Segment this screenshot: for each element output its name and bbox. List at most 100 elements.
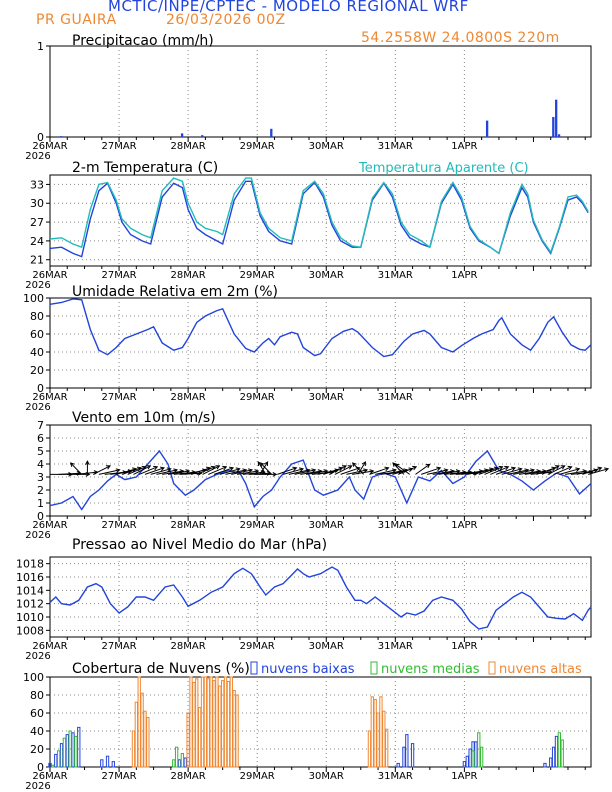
- y-tick-label: 7: [37, 419, 44, 432]
- cloud-bar-green: [557, 732, 561, 768]
- cloud-bar-green: [560, 739, 564, 768]
- panel-title: Pressao ao Nivel Medio do Mar (hPa): [72, 537, 327, 553]
- wind-arrow: [70, 462, 83, 475]
- x-tick-label: 31MAR: [378, 270, 413, 281]
- wind-arrow-head: [311, 468, 317, 473]
- wind-arrow: [300, 470, 322, 475]
- series-line: [49, 298, 592, 358]
- wind-arrow: [127, 466, 146, 475]
- wind-arrow-head: [517, 467, 523, 472]
- y-tick-label: 6: [37, 432, 44, 445]
- x-tick-label: 28MAR: [171, 270, 206, 281]
- y-tick-label: 40: [30, 346, 44, 359]
- cloud-bar-orange: [209, 676, 213, 768]
- wind-arrow-head: [215, 465, 221, 470]
- wind-arrow: [559, 468, 580, 475]
- panel-title: Precipitacao (mm/h): [72, 33, 214, 49]
- wind-arrow-head: [425, 463, 431, 469]
- cloud-bar-blue: [554, 735, 559, 768]
- cloud-bar-blue: [405, 734, 409, 768]
- x-tick-label: 29MAR: [240, 270, 275, 281]
- wind-arrow: [92, 465, 111, 475]
- wind-arrow: [375, 469, 396, 475]
- panel-title: Umidade Relativa em 2m (%): [72, 284, 278, 300]
- cloud-bar-orange: [146, 717, 150, 768]
- cloud-bar-green: [174, 746, 179, 768]
- wind-arrow-head: [160, 466, 165, 472]
- cloud-bar-orange: [212, 680, 216, 768]
- wind-arrow: [260, 462, 272, 475]
- y-tick-label: 1012: [16, 598, 44, 611]
- wind-arrow: [306, 470, 328, 475]
- cloud-bar-blue: [410, 743, 415, 768]
- wind-arrow: [501, 468, 522, 475]
- cloud-bar-orange: [226, 681, 231, 768]
- wind-arrow: [213, 467, 234, 475]
- cloud-bar-blue: [551, 746, 556, 768]
- wind-arrow: [162, 470, 184, 475]
- wind-arrow-head: [85, 460, 90, 465]
- wind-arrow: [547, 465, 565, 475]
- wind-arrow: [352, 462, 365, 475]
- wind-arrow: [167, 470, 190, 475]
- wind-arrow: [219, 468, 240, 475]
- y-tick-label: 80: [30, 689, 44, 702]
- y-tick-label: 100: [23, 292, 44, 305]
- wind-arrow: [277, 467, 297, 475]
- y-tick-label: 20: [30, 364, 44, 377]
- wind-arrow: [426, 469, 448, 475]
- precip-bar: [485, 120, 489, 137]
- x-tick-label: 28MAR: [171, 141, 206, 152]
- wind-arrow-head: [384, 466, 390, 472]
- wind-arrow: [421, 467, 441, 475]
- wind-arrow-head: [247, 468, 254, 473]
- y-tick-label: 1016: [16, 571, 44, 584]
- x-tick-label: 31MAR: [378, 392, 413, 403]
- wind-arrow: [467, 469, 489, 475]
- wind-arrow: [541, 465, 560, 475]
- cloud-bar-green: [74, 735, 78, 768]
- cloud-bar-green: [479, 746, 484, 768]
- wind-arrow-head: [504, 465, 510, 471]
- cloud-bar-blue: [543, 762, 547, 768]
- cloud-bar-blue: [54, 753, 58, 768]
- station-name: PR GUAIRA: [36, 12, 117, 28]
- wind-arrow: [352, 470, 374, 475]
- panel-title: Vento em 10m (m/s): [72, 410, 216, 426]
- wind-arrow-head: [560, 465, 566, 470]
- x-tick-label: 31MAR: [378, 641, 413, 652]
- cloud-bar-orange: [373, 699, 377, 768]
- station-location: 54.2558W 24.0800S 220m: [361, 30, 560, 46]
- legend-swatch: [370, 661, 378, 675]
- wind-arrow: [490, 466, 509, 475]
- cloud-bar-orange: [137, 676, 141, 768]
- x-tick-label: 31MAR: [378, 141, 413, 152]
- x-tick-label: 26MAR: [32, 641, 67, 652]
- x-tick-label: 28MAR: [171, 392, 206, 403]
- model-run-date: 26/03/2026 00Z: [166, 12, 286, 28]
- wind-arrow-head: [369, 469, 375, 474]
- wind-arrow: [444, 471, 466, 475]
- y-tick-label: 1018: [16, 558, 44, 571]
- cloud-bar-orange: [218, 685, 222, 768]
- wind-arrow-head: [604, 467, 610, 472]
- cloud-bar-orange: [223, 676, 228, 768]
- x-year-label: 2026: [25, 781, 50, 792]
- cloud-bar-blue: [177, 759, 182, 768]
- wind-arrow: [513, 469, 535, 475]
- cloud-bar-orange: [189, 676, 193, 768]
- panel-frame: [49, 424, 592, 517]
- wind-arrow: [116, 468, 137, 475]
- x-tick-label: 30MAR: [309, 392, 344, 403]
- wind-arrow-head: [292, 466, 298, 472]
- cloud-bar-orange: [200, 676, 205, 768]
- wind-arrow: [587, 468, 609, 475]
- wind-arrow: [259, 461, 269, 475]
- wind-arrow-head: [597, 466, 603, 472]
- wind-arrow: [495, 467, 516, 475]
- wind-arrow: [432, 470, 455, 475]
- wind-arrow: [288, 469, 310, 475]
- x-tick-label: 31MAR: [378, 771, 413, 782]
- cloud-bar-orange: [367, 730, 372, 768]
- cloud-bar-orange: [206, 678, 210, 768]
